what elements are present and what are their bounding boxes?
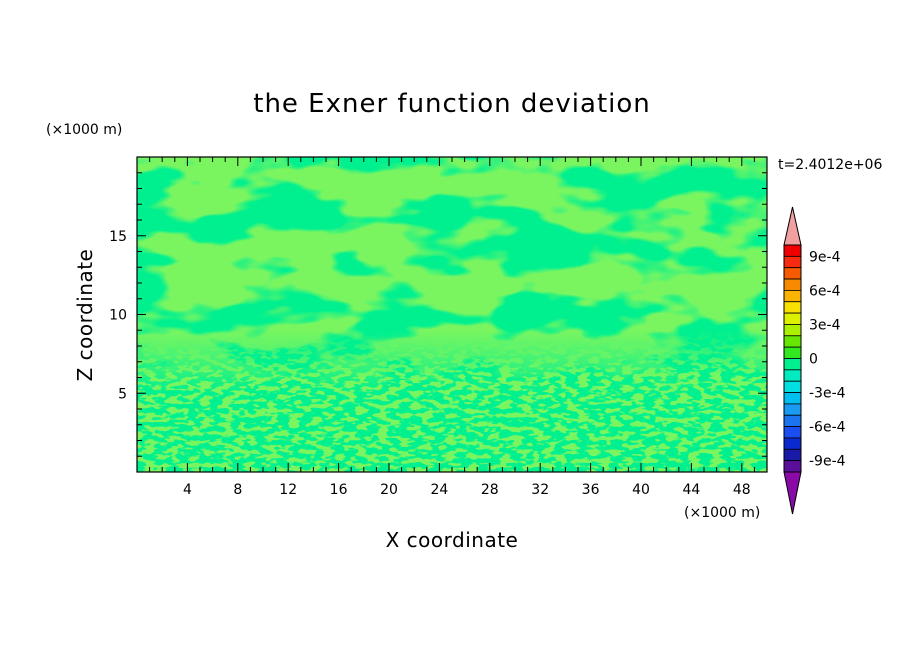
colorbar-tick-label: 6e-4	[809, 283, 841, 299]
colorbar-tick-label: 0	[809, 352, 818, 368]
colorbar-segment	[783, 301, 802, 314]
y-axis-label: Z coordinate	[73, 249, 97, 382]
y-axis-unit: (×1000 m)	[46, 122, 122, 138]
x-axis-ticks: 4 8 12 16 20 24 28 32 36 40 44 48	[149, 157, 755, 498]
colorbar-segment	[783, 426, 802, 439]
colorbar-segment	[783, 312, 802, 325]
colorbar-segment	[783, 460, 802, 473]
colorbar-tick-label: -3e-4	[809, 386, 846, 402]
x-axis-label: X coordinate	[386, 528, 519, 552]
colorbar-segment	[783, 403, 802, 416]
colorbar-segment	[783, 289, 802, 303]
x-tick-label: 8	[233, 482, 242, 498]
colorbar-segment	[783, 380, 802, 393]
colorbar-segment	[783, 324, 802, 337]
y-axis-ticks: 5 10 15	[109, 172, 767, 457]
colorbar-segment	[783, 267, 802, 280]
colorbar-under-triangle	[783, 471, 802, 515]
colorbar-tick-label: -6e-4	[809, 420, 846, 436]
colorbar-segment	[783, 244, 802, 257]
colorbar-segment	[783, 392, 802, 405]
colorbar-frame	[783, 244, 802, 473]
x-tick-label: 16	[330, 482, 348, 498]
colorbar-over-triangle	[783, 206, 802, 246]
colorbar-tick-label: -9e-4	[809, 454, 846, 470]
colorbar-tick-label: 3e-4	[809, 317, 841, 333]
chart-title: the Exner function deviation	[253, 89, 651, 119]
x-tick-label: 28	[481, 482, 499, 498]
colorbar-segment	[783, 335, 802, 348]
field-lower-positive-speckle	[137, 157, 767, 472]
x-tick-label: 36	[582, 482, 600, 498]
colorbar-segment	[783, 448, 802, 462]
colorbar-segment	[783, 278, 802, 291]
colorbar-segment	[783, 369, 802, 382]
colorbar-segment	[783, 437, 802, 450]
x-tick-label: 32	[531, 482, 549, 498]
x-tick-label: 40	[632, 482, 650, 498]
x-axis-unit: (×1000 m)	[684, 505, 760, 521]
colorbar-tick-label: 9e-4	[809, 249, 841, 265]
x-tick-label: 12	[279, 482, 297, 498]
x-tick-label: 44	[682, 482, 700, 498]
colorbar-segment	[783, 346, 802, 359]
colorbar: 9e-4 6e-4 3e-4 0 -3e-4 -6e-4 -9e-4	[783, 206, 846, 515]
y-tick-label: 15	[109, 229, 127, 245]
y-tick-label: 10	[109, 308, 127, 324]
colorbar-segment	[783, 255, 802, 269]
x-tick-label: 20	[380, 482, 398, 498]
time-label: t=2.4012e+06	[778, 157, 882, 173]
x-tick-label: 48	[733, 482, 751, 498]
contour-field	[137, 157, 767, 472]
x-tick-label: 24	[430, 482, 448, 498]
colorbar-segment	[783, 358, 802, 371]
y-tick-label: 5	[118, 386, 127, 402]
colorbar-segment	[783, 414, 802, 428]
x-tick-label: 4	[183, 482, 192, 498]
